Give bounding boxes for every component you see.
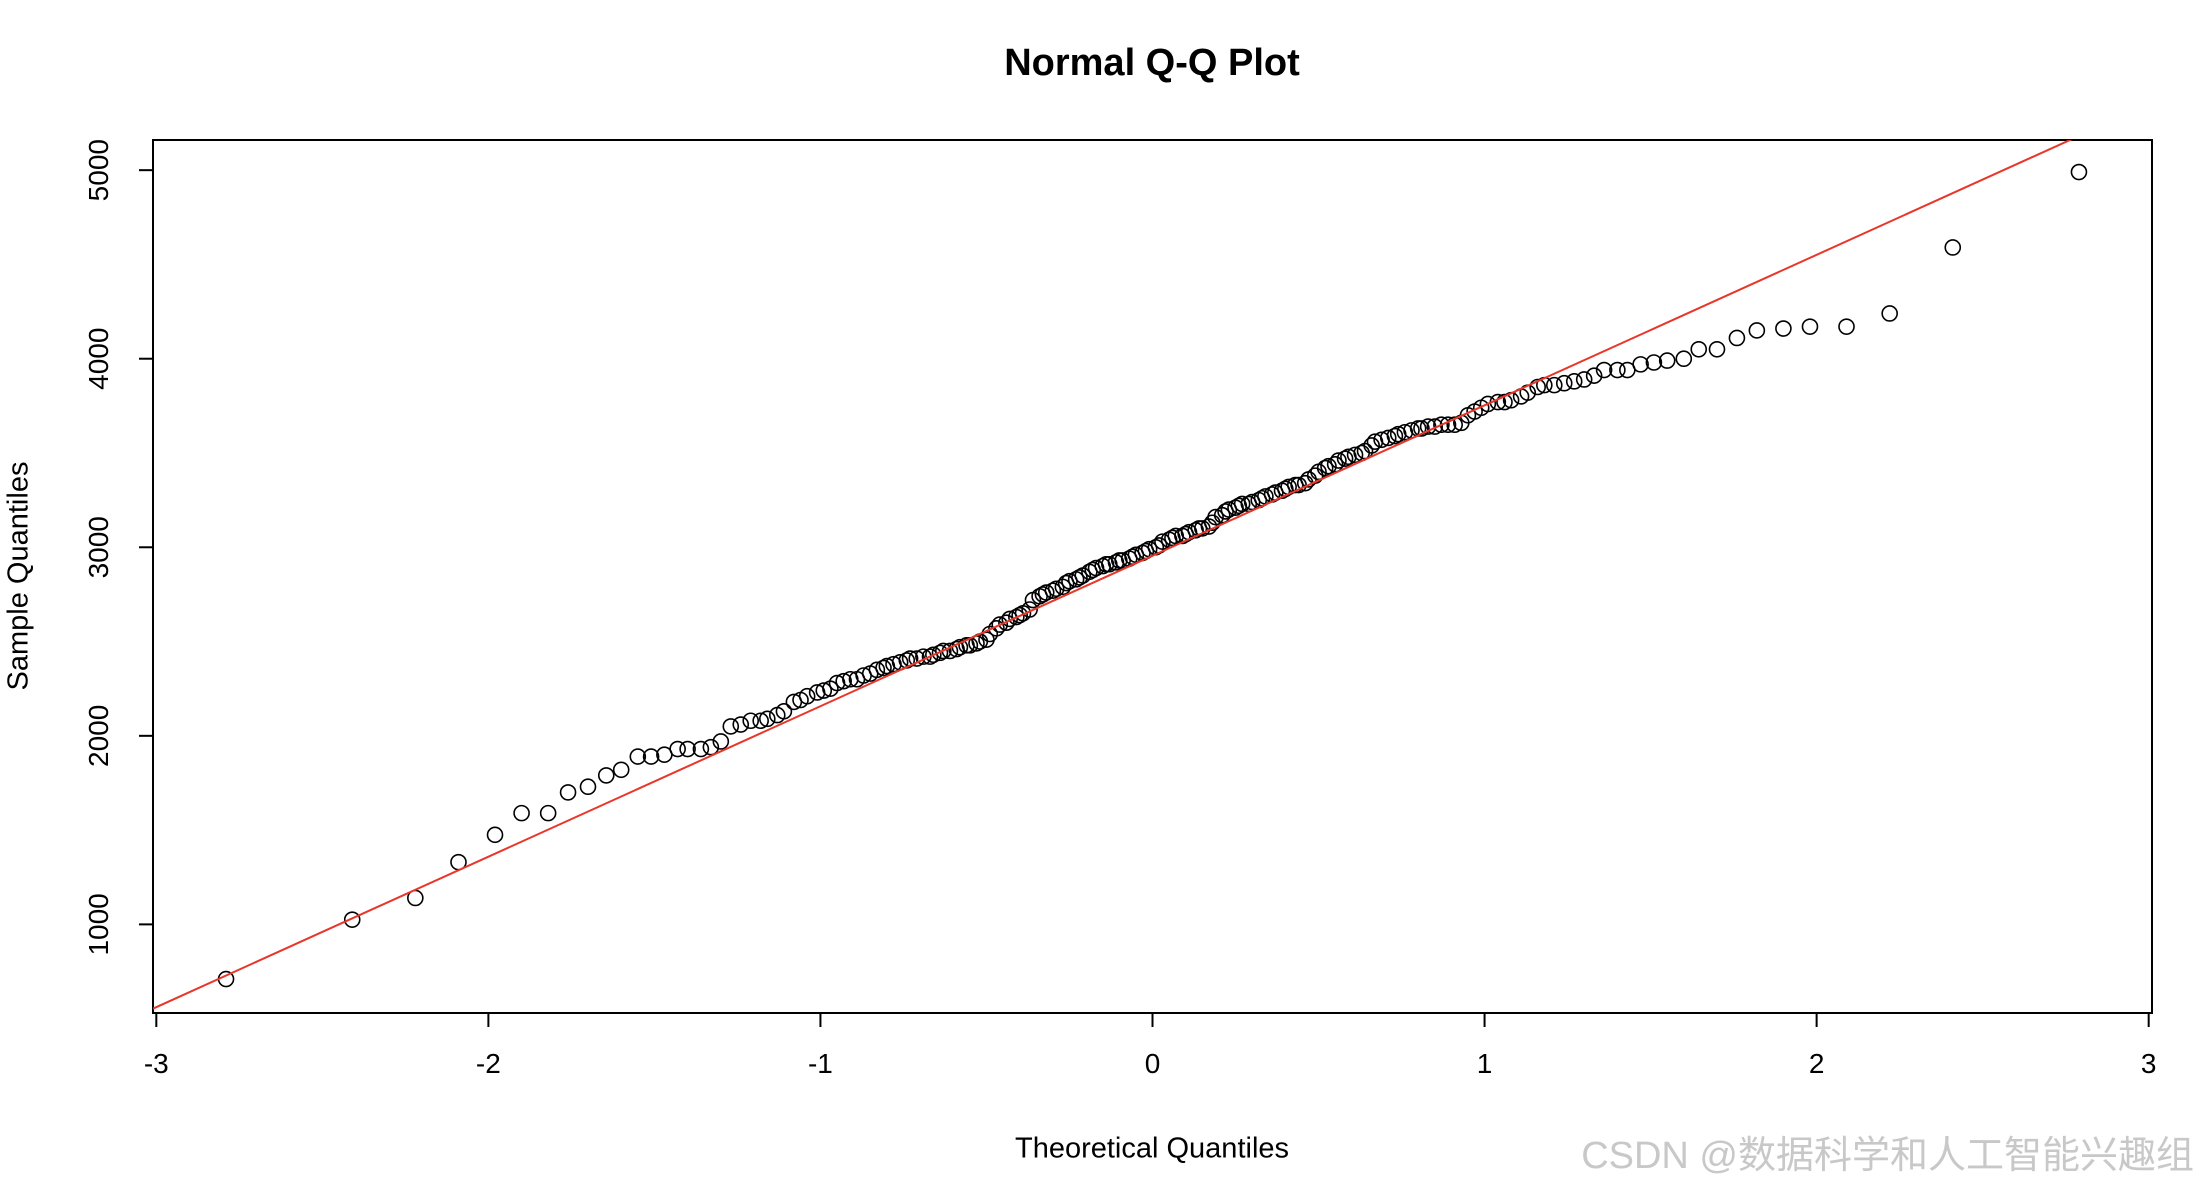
x-tick-label: 3 xyxy=(2141,1048,2157,1079)
point xyxy=(1011,606,1028,624)
x-tick-label: -3 xyxy=(144,1048,169,1079)
point xyxy=(1944,239,1962,256)
point xyxy=(1658,352,1676,369)
point xyxy=(1290,476,1307,494)
y-tick-label: 2000 xyxy=(83,705,114,767)
point xyxy=(1748,322,1766,339)
point xyxy=(1021,601,1038,618)
point xyxy=(732,716,750,733)
point xyxy=(935,642,952,660)
x-tick-label: -2 xyxy=(476,1048,501,1079)
watermark: CSDN @数据科学和人工智能兴趣组 xyxy=(1581,1135,2194,1177)
plot-frame xyxy=(152,139,2153,1014)
point xyxy=(1413,420,1430,437)
y-tick-label: 1000 xyxy=(83,893,114,955)
point xyxy=(775,703,793,720)
point xyxy=(815,682,833,699)
point xyxy=(1632,356,1649,373)
point xyxy=(1386,427,1404,445)
point xyxy=(1775,320,1792,337)
point xyxy=(1728,329,1746,347)
point xyxy=(1363,437,1380,454)
point xyxy=(998,614,1015,631)
point xyxy=(1881,305,1898,322)
point xyxy=(991,616,1009,633)
point xyxy=(702,738,720,756)
point xyxy=(868,661,886,679)
point xyxy=(1320,457,1337,475)
point xyxy=(629,748,647,765)
point xyxy=(597,767,615,784)
point xyxy=(759,710,776,728)
point xyxy=(1037,584,1055,601)
point xyxy=(1233,495,1251,513)
x-tick-label: 0 xyxy=(1145,1048,1161,1079)
point xyxy=(1708,340,1726,358)
point xyxy=(835,672,852,690)
point xyxy=(1346,446,1364,464)
x-axis-label: Theoretical Quantiles xyxy=(1015,1133,1289,1165)
point xyxy=(1690,340,1708,358)
point xyxy=(988,620,1005,637)
x-tick-label: -1 xyxy=(808,1048,833,1079)
point xyxy=(539,804,557,822)
point xyxy=(1595,361,1613,379)
y-tick-label: 4000 xyxy=(83,328,114,390)
point xyxy=(1446,416,1463,434)
point xyxy=(1330,452,1347,469)
point xyxy=(1529,378,1546,396)
point xyxy=(1047,580,1065,598)
point xyxy=(722,718,740,735)
point xyxy=(669,740,686,758)
point xyxy=(1545,376,1563,394)
chart-title: Normal Q-Q Plot xyxy=(1004,42,1300,84)
point xyxy=(752,712,769,730)
point xyxy=(692,740,710,758)
point xyxy=(798,687,816,705)
point xyxy=(875,659,892,677)
point xyxy=(513,804,530,822)
point xyxy=(1326,456,1344,473)
y-tick-label: 3000 xyxy=(83,516,114,578)
point xyxy=(1609,361,1626,379)
point xyxy=(1675,350,1693,368)
point xyxy=(1044,582,1062,599)
point xyxy=(1426,418,1444,435)
reference-line xyxy=(153,140,2073,1010)
point xyxy=(1379,429,1397,447)
point xyxy=(1071,569,1088,586)
point xyxy=(712,733,730,750)
point xyxy=(1316,459,1334,477)
point xyxy=(1194,520,1211,537)
point xyxy=(1433,416,1450,434)
point xyxy=(679,740,696,758)
x-tick-label: 2 xyxy=(1809,1048,1825,1079)
point xyxy=(1801,318,1819,335)
point xyxy=(925,646,942,664)
point xyxy=(579,778,597,796)
point xyxy=(1838,318,1855,335)
point xyxy=(931,644,949,662)
point xyxy=(486,826,504,844)
point xyxy=(1575,371,1593,388)
point xyxy=(742,712,760,730)
plot-area xyxy=(153,140,2088,1010)
point xyxy=(1336,450,1354,467)
point xyxy=(559,784,577,801)
point xyxy=(612,761,630,779)
point xyxy=(1207,508,1224,526)
point xyxy=(1585,367,1603,384)
x-tick-label: 1 xyxy=(1477,1048,1493,1079)
point xyxy=(1496,393,1513,411)
point xyxy=(1555,374,1573,392)
y-axis-label: Sample Quantiles xyxy=(3,462,35,691)
point xyxy=(1479,395,1497,413)
y-tick-label: 5000 xyxy=(83,139,114,201)
point xyxy=(2070,163,2088,181)
point xyxy=(1645,354,1663,371)
point xyxy=(1565,373,1583,390)
point xyxy=(343,911,361,928)
point xyxy=(642,748,660,765)
